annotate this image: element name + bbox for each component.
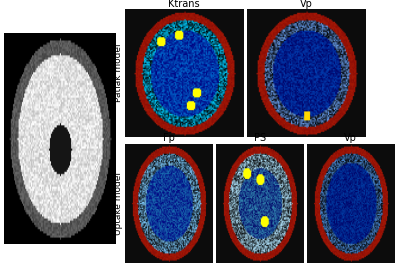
Title: Ktrans: Ktrans bbox=[168, 0, 200, 9]
Title: PS: PS bbox=[254, 133, 266, 143]
Title: Fp: Fp bbox=[163, 133, 175, 143]
Title: Vp: Vp bbox=[300, 0, 313, 9]
Text: Uptake model: Uptake model bbox=[114, 172, 123, 235]
Text: Patlak model: Patlak model bbox=[114, 44, 123, 102]
Title: Vp: Vp bbox=[344, 133, 357, 143]
